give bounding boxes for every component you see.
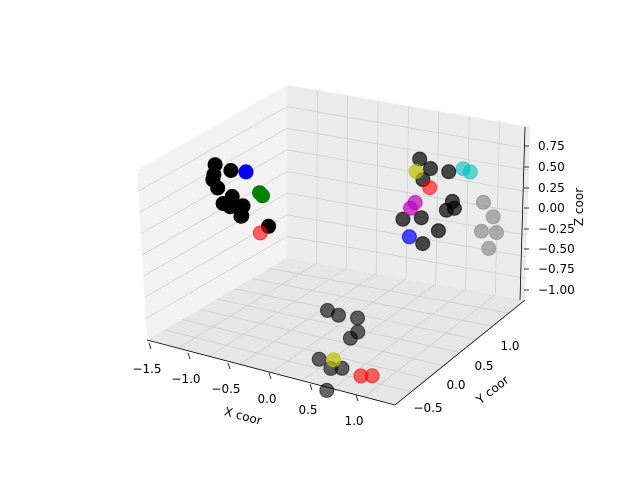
data-point — [252, 225, 268, 241]
data-point — [222, 199, 238, 215]
y-tick-label: −0.5 — [413, 401, 442, 415]
z-tick-label: −1.00 — [538, 283, 575, 297]
y-tick-label: 0.0 — [446, 378, 465, 392]
pane-left — [137, 85, 287, 340]
gridline — [286, 236, 526, 279]
z-tick-label: −0.50 — [538, 242, 575, 256]
data-points — [205, 151, 504, 398]
z-axis-label: Z coor — [572, 188, 586, 226]
x-tick-mark — [309, 383, 313, 391]
gridlines — [138, 90, 530, 398]
data-point — [481, 240, 497, 256]
data-point — [441, 164, 457, 180]
y-tick-label: 0.5 — [474, 359, 493, 373]
gridline — [363, 294, 496, 398]
z-tick-label: 0.25 — [538, 181, 565, 195]
pane-floor — [147, 258, 525, 405]
data-point — [255, 188, 270, 204]
x-tick-mark — [227, 362, 231, 370]
data-point — [401, 229, 417, 245]
gridline — [465, 116, 470, 290]
data-point — [364, 368, 380, 384]
x-tick-mark — [148, 342, 152, 350]
x-tick-label: 0.0 — [257, 392, 276, 406]
gridline — [138, 106, 288, 192]
x-tick-mark — [355, 394, 359, 402]
z-tick-label: −0.75 — [538, 262, 575, 276]
gridline — [143, 192, 288, 277]
data-point — [413, 210, 429, 226]
data-point — [489, 225, 504, 241]
x-tick-label: −1.5 — [132, 362, 161, 376]
gridline — [269, 267, 509, 314]
z-tick-label: −0.25 — [538, 222, 575, 236]
data-point — [342, 330, 358, 346]
data-point — [485, 209, 501, 225]
data-point — [475, 194, 491, 210]
data-point — [326, 352, 342, 368]
data-point — [311, 351, 327, 367]
data-point — [438, 202, 454, 218]
data-point — [415, 236, 431, 252]
data-point — [238, 164, 254, 180]
data-point — [462, 164, 478, 180]
data-point — [430, 223, 446, 239]
gridline — [145, 236, 288, 320]
z-tick-label: 0.00 — [538, 201, 565, 215]
x-tick-label: 1.0 — [344, 414, 363, 428]
gridline — [141, 171, 288, 256]
data-point — [473, 223, 489, 239]
z-tick-label: 0.50 — [538, 160, 565, 174]
data-point — [408, 164, 424, 179]
data-point — [233, 208, 249, 224]
x-tick-mark — [268, 372, 272, 380]
data-point — [403, 200, 418, 216]
gridline — [494, 121, 500, 295]
x-axis-label: X coor — [223, 404, 264, 427]
data-point — [350, 310, 365, 326]
data-point — [319, 382, 335, 398]
data-point — [210, 180, 226, 196]
x-axis: −1.5 −1.0 −0.5 0.0 0.5 1.0 X coor — [132, 339, 396, 428]
x-tick-label: −0.5 — [211, 382, 240, 396]
z-tick-label: 0.75 — [538, 139, 565, 153]
data-point — [331, 307, 346, 323]
x-tick-label: −1.0 — [171, 372, 200, 386]
y-tick-label: 1.0 — [500, 339, 519, 353]
gridline — [251, 278, 493, 327]
y-axis-label: Y coor — [473, 373, 512, 408]
gridline — [435, 111, 440, 285]
x-tick-mark — [187, 352, 191, 360]
x-tick-label: 0.5 — [298, 403, 317, 417]
data-point — [422, 180, 438, 196]
gridline — [216, 298, 461, 353]
data-point — [223, 163, 239, 178]
data-point — [395, 211, 411, 227]
data-point — [423, 161, 438, 176]
z-axis: 0.75 0.50 0.25 0.00 −0.25 −0.50 −0.75 −1.00 Z c… — [519, 126, 586, 301]
